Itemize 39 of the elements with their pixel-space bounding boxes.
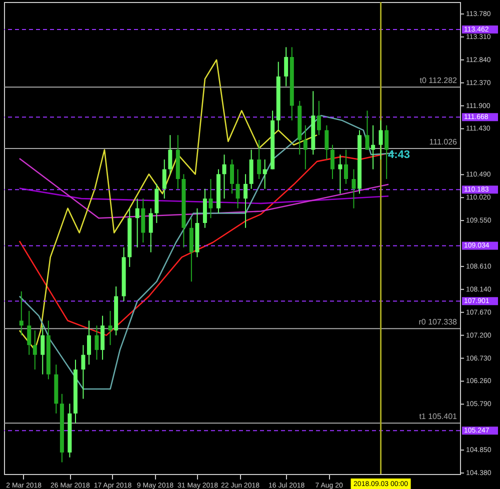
candlestick	[40, 325, 45, 375]
annotation: 4:43	[388, 149, 410, 161]
candlestick	[168, 134, 172, 175]
candlestick	[338, 154, 342, 194]
ref-line-label: t1 105.401	[419, 412, 458, 422]
candlestick	[365, 110, 370, 150]
candlestick	[371, 124, 376, 170]
candlestick	[208, 178, 213, 219]
candlestick	[32, 330, 37, 370]
candlestick	[27, 310, 32, 356]
candlestick	[384, 124, 389, 180]
ref-line-label: t0 112.282	[420, 76, 458, 86]
ref-line-label: 111.026	[429, 137, 458, 146]
candlestick	[262, 158, 267, 190]
candlestick	[87, 320, 92, 366]
line-series	[18, 158, 390, 219]
candlestick	[344, 149, 348, 184]
candlestick	[378, 120, 383, 160]
candlestick	[257, 139, 262, 180]
candlestick	[162, 158, 166, 200]
candlestick	[303, 124, 308, 170]
candlestick	[81, 344, 86, 400]
candlestick	[222, 154, 226, 200]
candlestick	[236, 168, 240, 209]
candlestick	[94, 325, 99, 360]
candlestick	[135, 198, 140, 248]
candlestick	[324, 124, 329, 160]
candlestick	[330, 144, 334, 180]
line-series	[18, 152, 390, 336]
candlestick	[244, 174, 248, 228]
candlestick	[352, 168, 356, 209]
candlestick	[316, 100, 321, 136]
candlestick	[284, 46, 288, 87]
candlestick	[148, 208, 153, 253]
ref-line-label: r0 107.338	[418, 318, 458, 327]
candlestick	[108, 310, 112, 346]
candlestick	[19, 290, 24, 336]
line-series	[18, 188, 390, 204]
candlestick	[230, 158, 234, 194]
